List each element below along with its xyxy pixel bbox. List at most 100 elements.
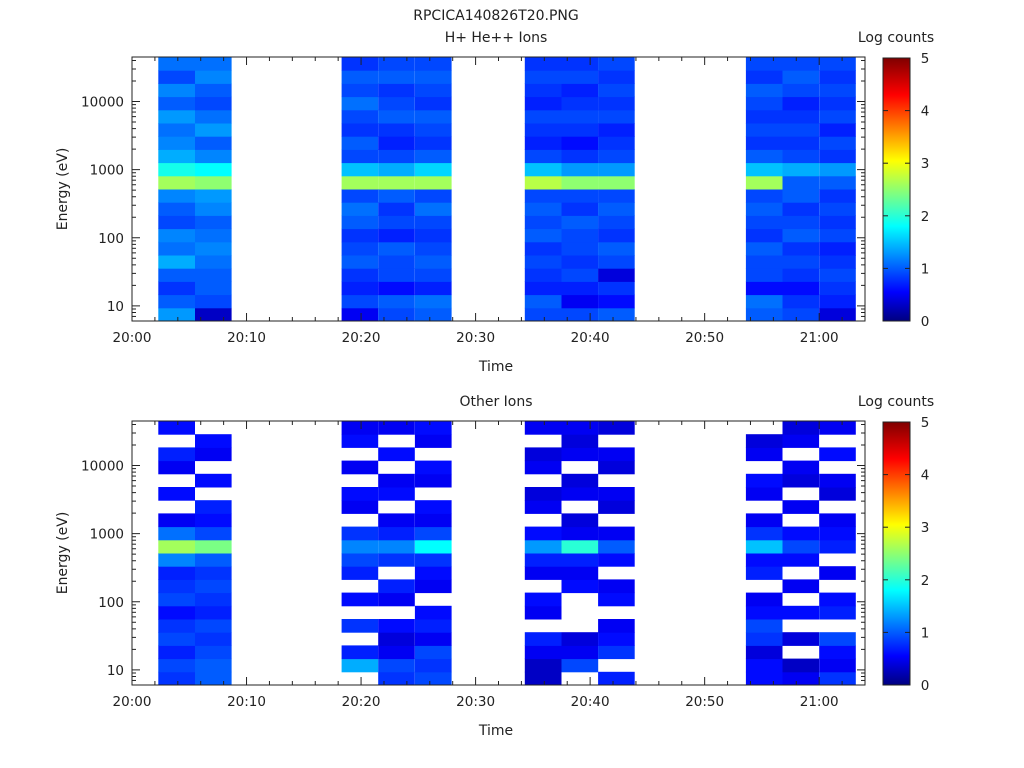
heatmap-cell bbox=[524, 566, 562, 580]
heatmap-cell bbox=[195, 268, 232, 282]
heatmap-cell bbox=[341, 294, 379, 309]
heatmap-cell bbox=[782, 421, 820, 435]
heatmap-cell bbox=[195, 579, 232, 594]
heatmap-cell bbox=[414, 123, 452, 137]
heatmap-cell bbox=[195, 109, 232, 124]
heatmap-cell bbox=[378, 175, 415, 190]
colorbar-tick-label: 2 bbox=[921, 573, 930, 589]
heatmap-cell bbox=[819, 189, 856, 203]
heatmap-cell bbox=[158, 421, 195, 435]
heatmap-cell bbox=[414, 671, 452, 686]
heatmap-cell bbox=[414, 268, 452, 282]
panel-2-colorbar-label: Log counts bbox=[858, 394, 934, 410]
panel-1-heatmap bbox=[158, 57, 856, 322]
heatmap-cell bbox=[195, 228, 232, 243]
heatmap-cell bbox=[341, 526, 379, 541]
heatmap-cell bbox=[819, 421, 856, 435]
heatmap-cell bbox=[524, 162, 562, 177]
x-tick-label: 20:40 bbox=[571, 694, 610, 710]
figure-title: RPCICA140826T20.PNG bbox=[413, 8, 578, 24]
heatmap-cell bbox=[598, 241, 635, 256]
heatmap-cell bbox=[195, 513, 232, 528]
heatmap-cell bbox=[524, 149, 562, 164]
heatmap-cell bbox=[782, 294, 820, 309]
heatmap-cell bbox=[745, 149, 783, 164]
heatmap-cell bbox=[524, 136, 562, 150]
heatmap-cell bbox=[782, 57, 820, 71]
heatmap-cell bbox=[598, 57, 635, 71]
heatmap-cell bbox=[195, 447, 232, 462]
x-tick-label: 20:10 bbox=[227, 330, 266, 346]
heatmap-cell bbox=[195, 281, 232, 296]
heatmap-cell bbox=[819, 255, 856, 269]
heatmap-cell bbox=[745, 83, 783, 98]
heatmap-cell bbox=[819, 473, 856, 488]
heatmap-cell bbox=[195, 57, 232, 71]
heatmap-cell bbox=[341, 421, 379, 435]
heatmap-cell bbox=[195, 592, 232, 607]
heatmap-cell bbox=[195, 658, 232, 673]
heatmap-cell bbox=[598, 307, 635, 322]
heatmap-cell bbox=[561, 447, 599, 462]
heatmap-cell bbox=[195, 83, 232, 98]
heatmap-cell bbox=[195, 619, 232, 633]
heatmap-cell bbox=[745, 241, 783, 256]
heatmap-cell bbox=[414, 307, 452, 322]
heatmap-cell bbox=[414, 619, 452, 633]
heatmap-cell bbox=[819, 294, 856, 309]
heatmap-cell bbox=[378, 189, 415, 203]
heatmap-cell bbox=[598, 460, 635, 475]
colorbar-tick-label: 4 bbox=[921, 104, 930, 120]
x-tick-label: 21:00 bbox=[800, 694, 839, 710]
heatmap-cell bbox=[745, 281, 783, 296]
heatmap-cell bbox=[819, 123, 856, 137]
heatmap-cell bbox=[158, 189, 195, 203]
heatmap-cell bbox=[598, 96, 635, 111]
heatmap-cell bbox=[195, 215, 232, 230]
heatmap-cell bbox=[745, 566, 783, 580]
heatmap-cell bbox=[524, 175, 562, 190]
heatmap-cell bbox=[598, 579, 635, 594]
heatmap-cell bbox=[524, 447, 562, 462]
heatmap-cell bbox=[524, 241, 562, 256]
heatmap-cell bbox=[782, 83, 820, 98]
heatmap-cell bbox=[745, 175, 783, 190]
heatmap-cell bbox=[378, 513, 415, 528]
heatmap-cell bbox=[782, 241, 820, 256]
heatmap-cell bbox=[195, 553, 232, 567]
colorbar-tick-label: 0 bbox=[921, 678, 930, 694]
heatmap-cell bbox=[378, 473, 415, 488]
heatmap-cell bbox=[598, 268, 635, 282]
heatmap-cell bbox=[745, 447, 783, 462]
heatmap-cell bbox=[158, 268, 195, 282]
heatmap-cell bbox=[341, 553, 379, 567]
heatmap-cell bbox=[782, 460, 820, 475]
panel-2-title: Other Ions bbox=[459, 394, 532, 410]
heatmap-cell bbox=[561, 57, 599, 71]
heatmap-cell bbox=[414, 228, 452, 243]
heatmap-cell bbox=[158, 605, 195, 620]
heatmap-cell bbox=[745, 136, 783, 150]
heatmap-cell bbox=[745, 553, 783, 567]
panel-2-colorbar-ticks: 0 1 2 3 4 5 bbox=[883, 415, 929, 694]
heatmap-cell bbox=[745, 434, 783, 448]
heatmap-cell bbox=[414, 96, 452, 111]
heatmap-cell bbox=[158, 202, 195, 216]
heatmap-cell bbox=[158, 175, 195, 190]
heatmap-cell bbox=[524, 487, 562, 501]
heatmap-cell bbox=[195, 96, 232, 111]
heatmap-cell bbox=[158, 294, 195, 309]
heatmap-cell bbox=[782, 255, 820, 269]
heatmap-cell bbox=[745, 294, 783, 309]
heatmap-cell bbox=[158, 592, 195, 607]
colorbar-tick-label: 5 bbox=[921, 415, 930, 431]
heatmap-cell bbox=[598, 175, 635, 190]
heatmap-cell bbox=[524, 460, 562, 475]
heatmap-cell bbox=[378, 487, 415, 501]
x-tick-label: 20:40 bbox=[571, 330, 610, 346]
heatmap-cell bbox=[598, 136, 635, 150]
heatmap-cell bbox=[561, 268, 599, 282]
heatmap-cell bbox=[158, 566, 195, 580]
heatmap-cell bbox=[378, 109, 415, 124]
heatmap-cell bbox=[341, 645, 379, 660]
